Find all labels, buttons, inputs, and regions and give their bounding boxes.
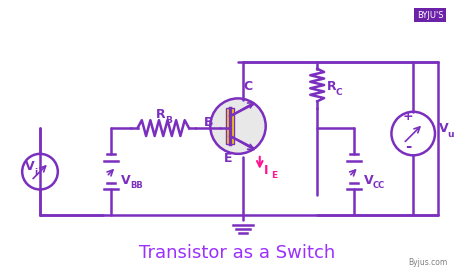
- Text: CC: CC: [373, 182, 385, 190]
- Text: B: B: [165, 116, 172, 125]
- Text: u: u: [447, 129, 453, 139]
- Circle shape: [210, 99, 266, 154]
- FancyBboxPatch shape: [226, 108, 234, 144]
- Text: +: +: [403, 110, 414, 123]
- Text: Byjus.com: Byjus.com: [409, 258, 447, 267]
- Text: V: V: [364, 174, 374, 187]
- Text: i: i: [35, 168, 37, 177]
- Text: E: E: [224, 152, 232, 165]
- Text: C: C: [243, 81, 253, 94]
- Text: V: V: [121, 174, 131, 187]
- Text: V: V: [25, 160, 35, 173]
- Text: V: V: [439, 121, 448, 135]
- Text: R: R: [155, 108, 165, 121]
- Text: R: R: [327, 80, 337, 93]
- Text: B: B: [203, 116, 213, 129]
- Text: E: E: [271, 171, 277, 180]
- Text: I: I: [264, 164, 268, 177]
- Text: Transistor as a Switch: Transistor as a Switch: [139, 244, 335, 262]
- Text: BB: BB: [130, 182, 143, 190]
- Text: -: -: [405, 139, 411, 154]
- Text: BYJU'S: BYJU'S: [417, 11, 443, 20]
- Text: C: C: [335, 88, 342, 97]
